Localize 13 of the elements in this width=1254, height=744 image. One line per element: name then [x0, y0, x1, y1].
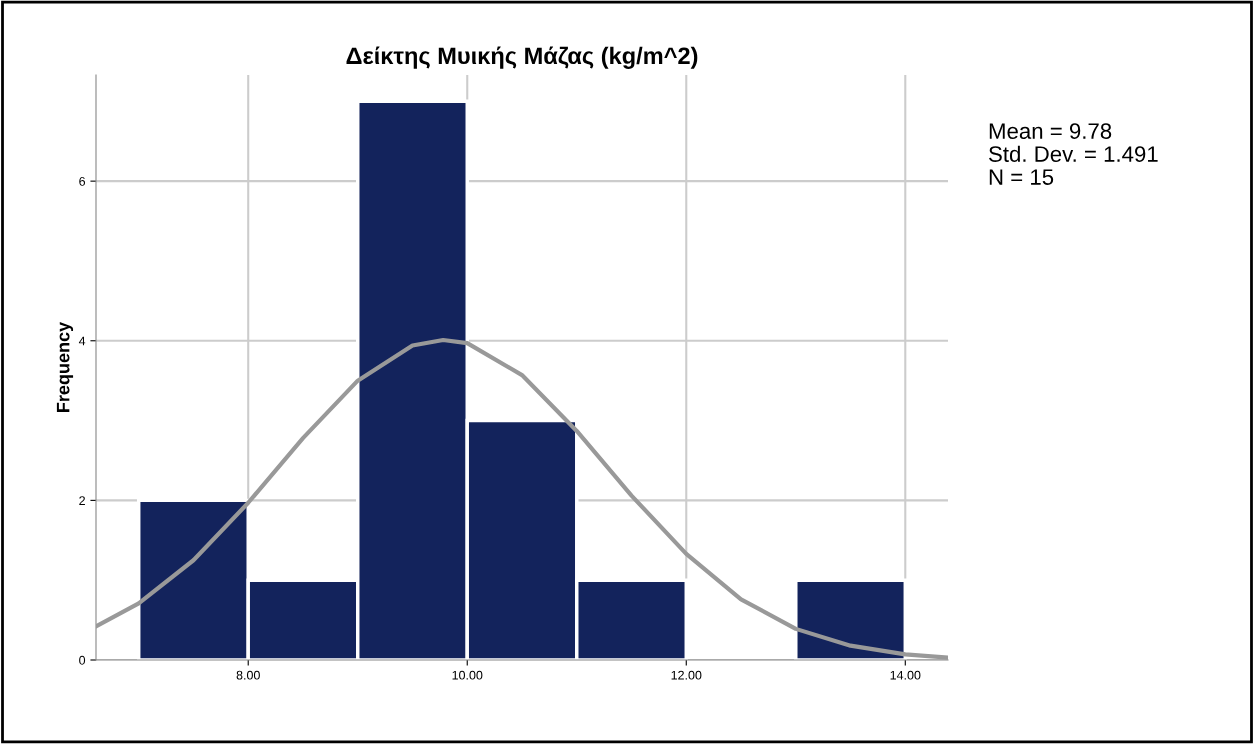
y-axis-title: Frequency	[56, 321, 74, 412]
x-tick-label: 8.00	[236, 670, 260, 680]
y-tick-label: 2	[79, 496, 85, 505]
x-tick-label: 14.00	[890, 670, 921, 680]
text: Std. Dev. = 1.491	[989, 145, 1158, 162]
y-tick-label: 6	[79, 176, 86, 186]
x-tick-label: 10.00	[452, 670, 483, 680]
chart-title: Δείκτης Μυικής Μάζας (kg/m^2)	[346, 46, 698, 69]
text: N = 15	[989, 169, 1054, 185]
y-tick-label: 0	[79, 655, 86, 665]
y-tick-label: 4	[78, 336, 86, 346]
text: Mean = 9.78	[989, 123, 1112, 139]
x-tick-label: 12.00	[671, 670, 702, 680]
